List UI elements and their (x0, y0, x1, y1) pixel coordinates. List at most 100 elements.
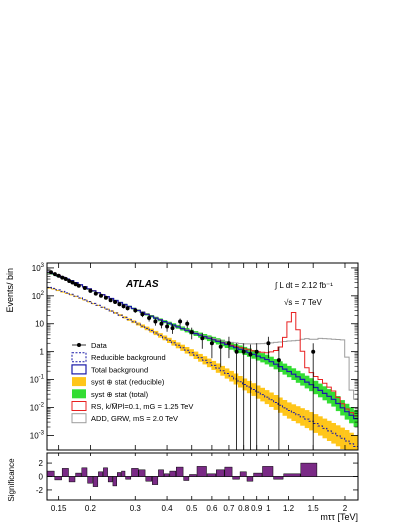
syst-reducible-band (211, 360, 217, 370)
syst-reducible-band (47, 287, 52, 289)
y-axis-label: Events/ bin (5, 268, 15, 313)
syst-reducible-band (69, 294, 74, 296)
data-point (218, 344, 223, 349)
data-point (113, 300, 118, 304)
syst-reducible-band (198, 353, 203, 362)
legend-label: Reducible background (91, 353, 166, 362)
significance-bar (196, 466, 207, 477)
data-point (99, 293, 103, 298)
syst-reducible-band (118, 314, 123, 317)
energy-label: √s = 7 TeV (284, 298, 322, 307)
legend-label: RS, k/M̅Pl=0.1, mG = 1.25 TeV (91, 402, 193, 411)
significance-bar (239, 471, 247, 477)
data-point (76, 283, 81, 288)
data-point (241, 349, 246, 354)
data-point (147, 316, 152, 320)
significance-bar (216, 469, 225, 477)
legend-swatch-syst-reducible (72, 377, 86, 387)
data-point (153, 319, 158, 324)
data-point (234, 349, 239, 354)
legend-label: syst ⊕ stat (reducible) (91, 378, 165, 387)
data-point (140, 312, 145, 317)
data-point (266, 341, 271, 346)
atlas-label: ATLAS (125, 279, 159, 290)
significance-bar (300, 462, 318, 477)
x-tick-label: 1.5 (308, 504, 320, 513)
syst-reducible-band (189, 349, 194, 357)
syst-reducible-band (95, 304, 101, 306)
y-tick-label: 10 (35, 320, 44, 329)
y-tick-label: 103 (32, 263, 45, 273)
data-point (52, 272, 57, 277)
data-point (276, 358, 281, 363)
significance-bar (283, 473, 301, 477)
significance-bar (246, 476, 254, 482)
syst-reducible-band (322, 418, 328, 439)
significance-bar (273, 476, 284, 480)
ratio-y-tick-label: 0 (39, 473, 44, 482)
syst-reducible-band (309, 412, 314, 431)
y-tick-label: 10-2 (30, 402, 45, 412)
x-tick-label: 0.5 (186, 504, 198, 513)
data-point (63, 277, 68, 281)
significance-bar (232, 476, 240, 480)
syst-reducible-band (184, 347, 190, 354)
syst-reducible-band (318, 416, 323, 436)
significance-bar (145, 476, 152, 482)
data-point (133, 308, 138, 313)
data-point (82, 286, 87, 290)
significance-bar (206, 473, 216, 477)
lumi-label: ∫ L dt = 2.12 fb⁻¹ (274, 281, 333, 290)
legend: Data Reducible background Total background… (71, 341, 193, 424)
x-tick-label: 1.2 (283, 504, 295, 513)
data-point (311, 349, 316, 354)
significance-bar (158, 469, 164, 477)
data-point (60, 275, 65, 280)
data-point (254, 349, 259, 354)
legend-label: Data (91, 341, 108, 350)
data-point (159, 321, 164, 326)
data-point (103, 295, 108, 300)
data-point (56, 273, 61, 278)
axis-ticks: 0.15 0.2 0.3 0.4 0.5 0.6 0.7 0.8 0.9 1 1.2 1.5 210-3… (30, 263, 358, 513)
syst-reducible-band (353, 435, 359, 450)
data-point (170, 326, 175, 331)
data-point (226, 341, 231, 346)
data-point (49, 270, 53, 275)
x-tick-label: 0.6 (206, 504, 218, 513)
significance-bar (68, 476, 76, 483)
syst-reducible-band (127, 318, 132, 321)
significance-bar (253, 472, 263, 477)
x-tick-label: 0.3 (130, 504, 142, 513)
x-tick-label: 0.4 (162, 504, 174, 513)
syst-reducible-band (131, 320, 137, 324)
data-point (200, 336, 205, 341)
significance-bar (107, 476, 113, 483)
syst-reducible-band (335, 425, 341, 447)
x-tick-label: 0.9 (251, 504, 263, 513)
significance-bar (112, 476, 117, 487)
significance-bar (183, 476, 190, 481)
y-tick-label: 1 (40, 348, 45, 357)
legend-swatch-rs (71, 401, 87, 411)
significance-bar (46, 470, 55, 477)
significance-bar (176, 466, 184, 477)
x-axis-label: mττ [TeV] (320, 512, 358, 522)
syst-reducible-band (91, 303, 97, 305)
syst-reducible-band (349, 432, 354, 450)
significance-bar (152, 476, 159, 485)
syst-reducible-band (51, 288, 57, 290)
x-tick-label: 0.8 (238, 504, 250, 513)
syst-reducible-band (331, 423, 336, 444)
significance-bar (163, 473, 170, 477)
significance-bar (98, 471, 104, 477)
syst-reducible-band (73, 295, 79, 298)
y-tick-label: 10-3 (30, 430, 45, 440)
data-point (165, 324, 170, 329)
legend-swatch-total (71, 364, 87, 375)
syst-reducible-band (193, 351, 199, 359)
legend-label: ADD, GRW, mS = 2.0 TeV (91, 414, 178, 423)
syst-reducible-band (313, 414, 319, 433)
legend-label: syst ⊕ stat (total) (91, 390, 149, 399)
